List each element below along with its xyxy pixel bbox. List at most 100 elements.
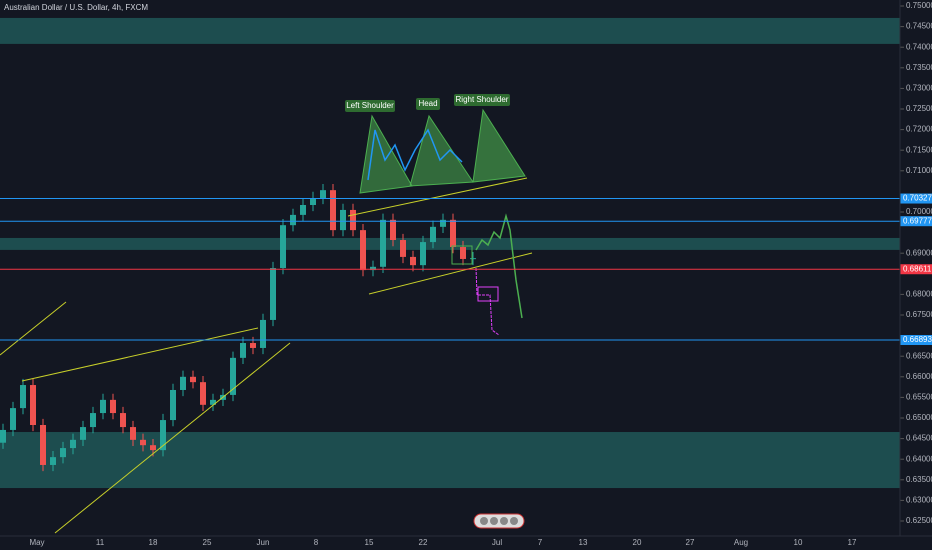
level-label: 0.69777 xyxy=(903,216,932,225)
candle-body xyxy=(310,197,316,205)
trendline xyxy=(54,342,291,534)
shoulder-triangle xyxy=(359,114,413,194)
candle-body xyxy=(390,219,396,241)
trendline xyxy=(21,327,259,382)
candle-body xyxy=(0,429,6,443)
price-sketch xyxy=(367,128,463,181)
x-tick-label: 27 xyxy=(686,538,695,547)
level-badge xyxy=(900,335,932,346)
projection-up xyxy=(475,213,523,319)
annotation-box xyxy=(454,94,510,106)
x-tick-label: 13 xyxy=(579,538,588,547)
shoulder-triangle xyxy=(472,108,526,183)
x-axis: May 11 18 25 Jun 8 15 22 Jul 7 13 20 27 Aug 10 17 xyxy=(29,538,857,547)
candle-body xyxy=(190,376,196,383)
levels: 0.70327 0.69777 0.68611 0.66893 xyxy=(0,193,932,346)
trendline xyxy=(0,301,67,356)
trendline xyxy=(347,177,528,217)
candle-body xyxy=(120,413,126,428)
box xyxy=(477,286,499,302)
candle-body xyxy=(470,258,476,260)
annotation-box xyxy=(416,98,440,110)
logo-dot xyxy=(480,517,488,525)
candle-body xyxy=(260,319,266,348)
candle-body xyxy=(280,225,286,269)
candle-body xyxy=(450,219,456,248)
candle-body xyxy=(180,376,186,390)
candle-body xyxy=(290,214,296,226)
candle-body xyxy=(250,343,256,348)
candle-body xyxy=(160,420,166,451)
annotation-boxes: Left Shoulder Head Right Shoulder xyxy=(345,94,510,112)
candle-body xyxy=(330,190,336,231)
logo-dot xyxy=(510,517,518,525)
x-tick-label: 10 xyxy=(794,538,803,547)
candle-body xyxy=(140,439,146,446)
candle-body xyxy=(370,266,376,271)
logo xyxy=(473,513,525,529)
candle-body xyxy=(50,457,56,465)
level-label: 0.66893 xyxy=(903,335,932,344)
candle-body xyxy=(230,357,236,395)
x-tick-label: 15 xyxy=(365,538,374,547)
candle-body xyxy=(150,445,156,451)
drawings xyxy=(0,108,533,534)
candle-body xyxy=(10,408,16,430)
candle-body xyxy=(430,226,436,243)
x-tick-label: Jul xyxy=(492,538,502,547)
candle-body xyxy=(170,389,176,421)
level-badge xyxy=(900,264,932,275)
candle-body xyxy=(70,439,76,449)
candle-body xyxy=(110,399,116,414)
candle-body xyxy=(130,427,136,440)
zone xyxy=(0,17,900,44)
projection-down xyxy=(475,267,500,336)
candles xyxy=(0,183,476,472)
zone xyxy=(0,432,900,489)
annotation-box xyxy=(345,100,395,112)
candle-body xyxy=(200,382,206,405)
candle-body xyxy=(30,385,36,426)
box xyxy=(451,245,473,265)
candle-body xyxy=(320,190,326,198)
x-tick-label: 22 xyxy=(419,538,428,547)
y-tick-label: 0.62500 xyxy=(906,516,932,525)
candle-body xyxy=(410,256,416,266)
level-label: 0.70327 xyxy=(903,194,932,203)
level-badge xyxy=(900,193,932,204)
x-tick-label: 7 xyxy=(538,538,543,547)
x-tick-label: 18 xyxy=(149,538,158,547)
logo-dot xyxy=(500,517,508,525)
level-label: 0.68611 xyxy=(903,264,932,273)
chart-title: Australian Dollar / U.S. Dollar, 4h, FXC… xyxy=(4,3,148,12)
x-tick-label: 25 xyxy=(203,538,212,547)
x-tick-label: 8 xyxy=(314,538,319,547)
logo-dot xyxy=(490,517,498,525)
candle-body xyxy=(350,209,356,231)
annotation: Head xyxy=(418,99,437,108)
candle-body xyxy=(380,219,386,267)
candle-body xyxy=(80,427,86,440)
candle-body xyxy=(360,230,366,271)
annotation: Left Shoulder xyxy=(346,101,394,110)
candle-body xyxy=(240,343,246,358)
candle-body xyxy=(420,242,426,266)
x-tick-label: May xyxy=(29,538,44,547)
candle-body xyxy=(460,247,466,259)
